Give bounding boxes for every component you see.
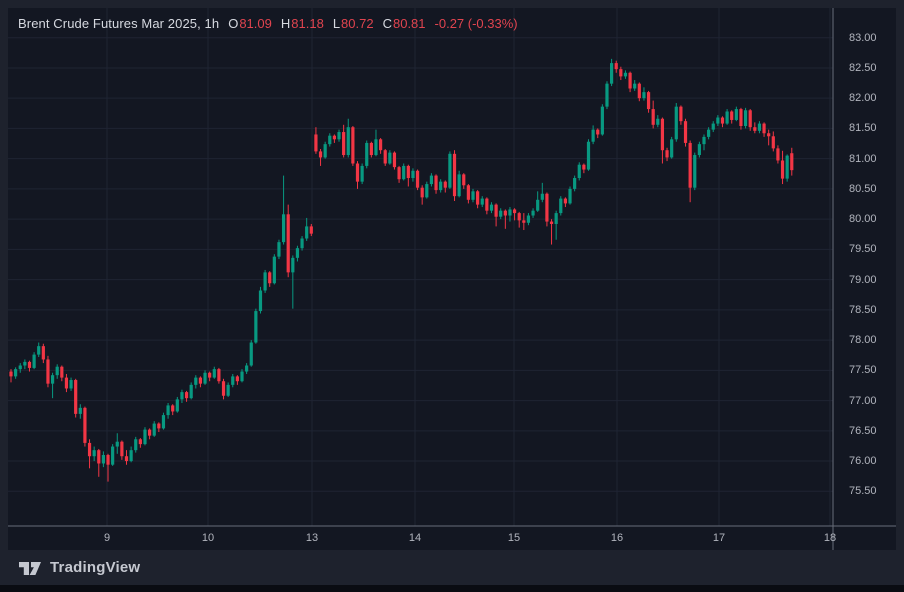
ohlc-h: H81.18 — [280, 15, 324, 31]
grid-layer — [8, 8, 833, 526]
ohlc-l: L80.72 — [332, 15, 374, 31]
symbol-title: Brent Crude Futures Mar 2025, 1h — [18, 15, 220, 31]
price-tick-label: 81.50 — [849, 122, 877, 135]
time-axis[interactable]: 9 10 13 14 15 16 17 18 — [8, 526, 836, 550]
price-tick-label: 77.50 — [849, 364, 877, 377]
price-tick-label: 79.50 — [849, 243, 877, 256]
tradingview-logo-icon — [19, 561, 41, 575]
time-tick-label: 13 — [305, 532, 319, 544]
price-tick-label: 78.50 — [849, 303, 877, 316]
tradingview-attribution[interactable]: TradingView — [18, 552, 140, 583]
time-tick-label: 14 — [408, 532, 422, 544]
time-tick-label: 10 — [201, 532, 215, 544]
price-tick-label: 76.00 — [849, 455, 877, 468]
ohlc-o: O81.09 — [228, 15, 272, 31]
price-axis[interactable]: 83.00 82.50 82.00 81.50 81.00 80.50 80.00 79.50… — [833, 8, 896, 550]
price-tick-label: 78.00 — [849, 334, 877, 347]
change-value: -0.27 (-0.33%) — [434, 15, 518, 31]
ohlc-values: O81.09 H81.18 L80.72 C80.81 — [228, 16, 425, 31]
tradingview-brand-text: TradingView — [50, 559, 141, 576]
price-tick-label: 77.00 — [849, 394, 877, 407]
price-tick-label: 83.00 — [849, 31, 877, 44]
time-tick-label: 17 — [712, 532, 726, 544]
candlestick-chart[interactable] — [8, 8, 896, 550]
time-tick-label: 9 — [103, 532, 111, 544]
ohlc-c: C80.81 — [382, 15, 426, 31]
chart-widget: Brent Crude Futures Mar 2025, 1h O81.09 H… — [8, 8, 896, 550]
price-tick-label: 79.00 — [849, 273, 877, 286]
price-tick-label: 82.00 — [849, 92, 877, 105]
time-tick-label: 16 — [610, 532, 624, 544]
price-tick-label: 80.00 — [849, 213, 877, 226]
time-tick-label: 15 — [507, 532, 521, 544]
axis-borders — [8, 8, 896, 550]
price-tick-label: 80.50 — [849, 182, 877, 195]
price-tick-label: 76.50 — [849, 424, 877, 437]
price-tick-label: 75.50 — [849, 485, 877, 498]
candles-layer — [9, 58, 794, 482]
time-tick-label: 18 — [823, 532, 837, 544]
price-tick-label: 81.00 — [849, 152, 877, 165]
price-tick-label: 82.50 — [849, 61, 877, 74]
window-bottom-edge — [0, 585, 904, 592]
chart-legend: Brent Crude Futures Mar 2025, 1h O81.09 H… — [18, 13, 518, 33]
